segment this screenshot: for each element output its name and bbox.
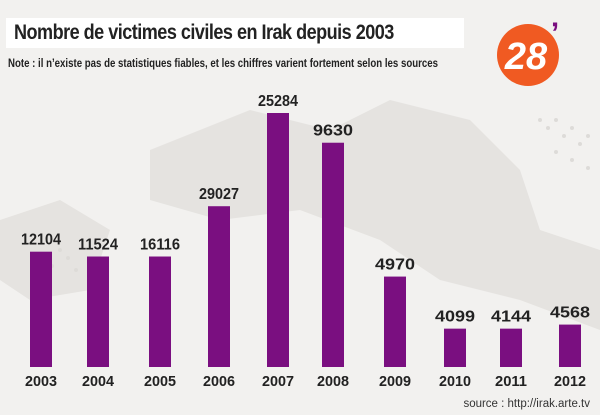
- x-tick-2004: 2004: [82, 373, 115, 390]
- data-label-2008: 9630: [313, 123, 353, 140]
- bar-2003: [30, 251, 52, 367]
- bar-2011: [500, 328, 522, 367]
- x-tick-2012: 2012: [554, 373, 586, 390]
- x-tick-2008: 2008: [317, 373, 349, 390]
- source-credit: source : http://irak.arte.tv: [463, 398, 590, 410]
- x-tick-2006: 2006: [203, 373, 235, 390]
- data-label-2006: 29027: [199, 186, 239, 203]
- bar-2008: [322, 142, 344, 367]
- x-tick-2007: 2007: [262, 373, 294, 390]
- data-label-2005: 16116: [140, 237, 180, 254]
- chart-title: Nombre de victimes civiles en Irak depui…: [14, 21, 394, 44]
- bar-2004: [87, 256, 109, 367]
- logo-number: 28: [504, 36, 548, 78]
- bar-2009: [384, 276, 406, 367]
- x-tick-2003: 2003: [25, 373, 57, 390]
- channel-logo: 28 ’: [497, 17, 559, 86]
- data-label-2003: 12104: [21, 232, 61, 249]
- bar-2010: [444, 328, 466, 367]
- x-tick-2010: 2010: [439, 373, 471, 390]
- data-label-2012: 4568: [550, 305, 590, 322]
- bar-2006: [208, 206, 230, 367]
- x-tick-2009: 2009: [379, 373, 411, 390]
- x-tick-2011: 2011: [495, 373, 527, 390]
- chart-note: Note : il n’existe pas de statistiques f…: [8, 58, 439, 70]
- logo-mark: ’: [551, 17, 559, 50]
- bar-2012: [559, 324, 581, 367]
- bar-2005: [149, 256, 171, 367]
- data-label-2009: 4970: [375, 257, 415, 274]
- data-label-2010: 4099: [435, 309, 475, 326]
- data-label-2011: 4144: [491, 309, 531, 326]
- title-box: Nombre de victimes civiles en Irak depui…: [6, 18, 464, 48]
- logo-circle: [497, 24, 559, 86]
- bar-2007: [267, 113, 289, 367]
- data-label-2007: 25284: [258, 93, 298, 110]
- data-label-2004: 11524: [78, 237, 118, 254]
- x-tick-2005: 2005: [144, 373, 176, 390]
